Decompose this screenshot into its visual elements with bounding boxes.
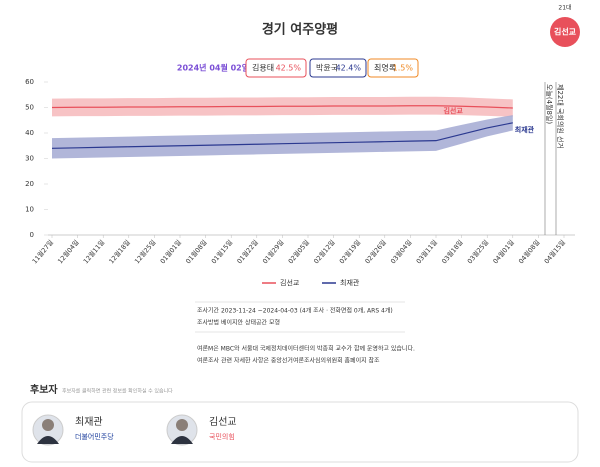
x-tick-label: 02월26일 xyxy=(363,238,388,266)
series-line xyxy=(51,105,513,109)
x-tick-label: 12월18일 xyxy=(107,238,132,266)
x-tick-label: 01월01일 xyxy=(158,238,183,266)
term: 21대 xyxy=(558,4,571,12)
x-tick-label: 04월08일 xyxy=(516,238,541,266)
legend-label: 최재관 xyxy=(340,278,360,287)
band xyxy=(52,115,513,159)
y-tick-label: 60 xyxy=(25,78,34,86)
poll-value: 1.5% xyxy=(393,64,414,73)
winner-badge xyxy=(550,17,580,47)
y-tick-label: 30 xyxy=(25,155,34,163)
candidate-photo-body xyxy=(171,436,193,444)
note: 조사기간 2023-11-24 ~2024-04-03 (4개 조사 · 전화면… xyxy=(197,307,393,315)
winner: 김선교 xyxy=(554,27,577,37)
poll-name: 최영록 xyxy=(374,63,396,73)
poll-value: 42.4% xyxy=(336,64,362,73)
candidate-name[interactable]: 김선교 xyxy=(209,416,237,428)
legend-label: 김선교 xyxy=(280,278,300,287)
x-tick-label: 03월18일 xyxy=(439,238,464,266)
x-tick-label: 01월15일 xyxy=(209,238,234,266)
x-tick-label: 12월04일 xyxy=(55,238,80,266)
candidate-name[interactable]: 최재관 xyxy=(75,416,103,428)
x-tick-label: 04월01일 xyxy=(491,238,516,266)
y-tick-label: 0 xyxy=(30,231,34,239)
candidate-photo-head xyxy=(176,419,188,431)
poll-box xyxy=(367,58,419,78)
x-tick-label: 03월11일 xyxy=(414,238,439,266)
candidate-photo-body xyxy=(37,436,59,444)
y-tick-label: 40 xyxy=(25,129,34,137)
marker-label: 제22대 국회의원 선거 xyxy=(556,84,565,149)
candidate-photo-head xyxy=(42,419,54,431)
x-tick-label: 02월05일 xyxy=(286,238,311,266)
note: 조사방법 베이지안 상태공간 모형 xyxy=(197,319,280,327)
series-line xyxy=(51,122,513,149)
x-tick-label: 11월27일 xyxy=(30,238,55,266)
x-tick-label: 01월08일 xyxy=(183,238,208,266)
y-tick-label: 10 xyxy=(25,206,34,214)
candidate-party: 국민의힘 xyxy=(209,432,235,441)
candidates-box xyxy=(21,401,579,463)
x-tick-label: 01월22일 xyxy=(235,238,260,266)
poll-box xyxy=(245,58,307,78)
y-tick-label: 20 xyxy=(25,180,34,188)
poll-name: 박윤국 xyxy=(316,63,338,73)
note: 여론조사 관련 자세한 사항은 중앙선거여론조사심의위원회 홈페이지 참조 xyxy=(197,357,380,365)
x-tick-label: 03월04일 xyxy=(388,238,413,266)
x-tick-label: 04월15일 xyxy=(542,238,567,266)
note: 여론M은 MBC와 서울대 국제정치데이터센터의 박종희 교수가 함께 운영하고… xyxy=(197,345,415,353)
x-tick-label: 12월25일 xyxy=(132,238,157,266)
series-end-label: 김선교 xyxy=(443,106,463,115)
poll-name: 김용태 xyxy=(252,63,274,73)
x-tick-label: 01월29일 xyxy=(260,238,285,266)
title: 경기 여주양평 xyxy=(262,22,338,38)
x-tick-label: 02월19일 xyxy=(337,238,362,266)
x-tick-label: 02월12일 xyxy=(311,238,336,266)
series-end-label: 최재관 xyxy=(515,125,535,134)
y-tick-label: 50 xyxy=(25,104,34,112)
date: 2024년 04월 02일 xyxy=(177,63,249,73)
poll-value: 42.5% xyxy=(276,64,302,73)
x-tick-label: 12월11일 xyxy=(81,238,106,266)
candidates-title: 후보자 xyxy=(30,383,58,396)
poll-box xyxy=(309,58,367,78)
x-tick-label: 03월25일 xyxy=(465,238,490,266)
candidate-party: 더불어민주당 xyxy=(75,432,114,441)
marker-label: 오늘(4월8일) xyxy=(545,84,554,124)
candidates-hint: 후보자를 클릭하면 관련 정보를 확인하실 수 있습니다 xyxy=(62,388,173,395)
